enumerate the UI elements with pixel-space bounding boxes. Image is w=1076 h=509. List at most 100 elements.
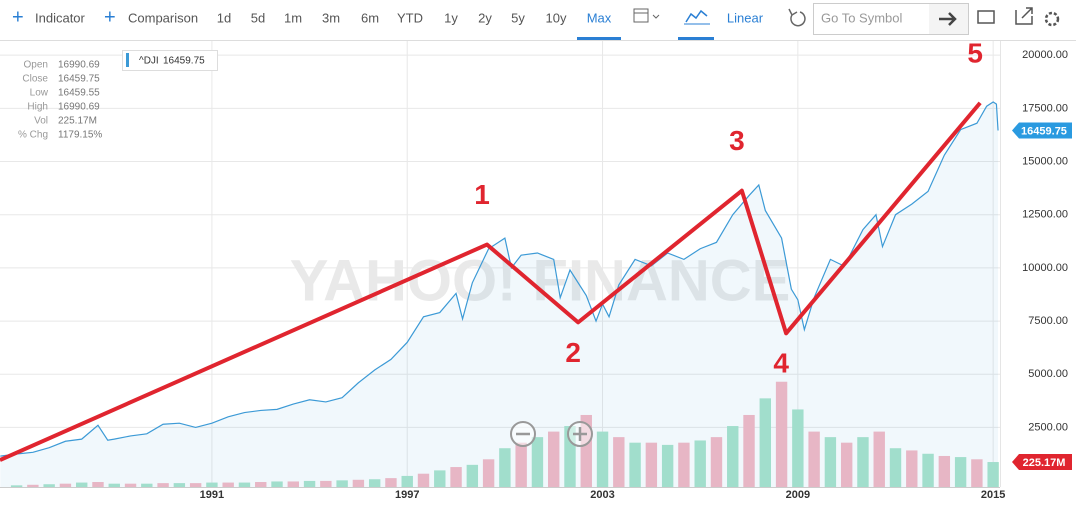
stat-label: % Chg (18, 130, 48, 141)
volume-bar (759, 398, 771, 487)
y-tick-label: 10000.00 (1022, 262, 1068, 274)
reset-icon[interactable] (788, 8, 806, 27)
volume-bar (108, 483, 120, 487)
y-tick-label: 17500.00 (1022, 102, 1068, 114)
volume-bar (482, 459, 495, 487)
volume-bar (824, 437, 837, 487)
toolbar-button[interactable]: Indicator (35, 10, 86, 25)
volume-bar (434, 470, 446, 487)
plus-icon[interactable]: + (12, 6, 24, 28)
y-tick-label: 20000.00 (1022, 49, 1068, 61)
volume-bar (645, 442, 658, 487)
volume-bar (548, 431, 560, 487)
volume-bar (124, 483, 137, 487)
volume-bar (971, 459, 983, 487)
watermark: YAHOO! FINANCE (290, 248, 791, 313)
icon-part (652, 14, 660, 19)
range-button[interactable]: YTD (397, 10, 423, 25)
toolbar-button[interactable]: Comparison (128, 10, 198, 25)
volume-bar (938, 455, 951, 487)
stat-label: High (27, 102, 48, 113)
volume-bar (238, 482, 251, 487)
range-button[interactable]: 5d (251, 10, 265, 25)
range-button[interactable]: 1d (217, 10, 231, 25)
y-tick-label: 7500.00 (1028, 315, 1068, 327)
wave-label: 2 (565, 337, 581, 368)
volume-bar (401, 475, 413, 487)
chart-type-icon[interactable] (678, 9, 714, 40)
volume-bar (922, 453, 934, 487)
volume-bar (417, 473, 430, 487)
volume-bar (857, 437, 869, 487)
volume-bar (889, 448, 902, 487)
volume-bar (775, 381, 788, 487)
volume-bar (173, 483, 186, 487)
price-line (0, 101, 999, 457)
print-icon[interactable] (977, 10, 995, 24)
stat-value: 16459.75 (58, 74, 100, 85)
volume-bar (222, 482, 234, 487)
volume-bar (987, 462, 999, 487)
active-underline (678, 37, 714, 40)
volume-tag (1012, 454, 1072, 471)
plot: 2500.00 5000.00 7500.00 10000.00 12500.00 150… (0, 37, 1072, 501)
stat-value: 16990.69 (58, 60, 100, 71)
volume-bar (92, 482, 104, 487)
volume-bar (678, 442, 690, 487)
icon-part (685, 9, 708, 23)
volume-bar (450, 467, 462, 487)
settings-icon[interactable] (1044, 11, 1060, 27)
volume-bar (792, 409, 804, 487)
volume-bar (189, 483, 202, 487)
arrow-icon (939, 12, 957, 26)
volume-bar (43, 484, 55, 487)
x-tick-label: 2015 (981, 489, 1005, 501)
volume-bar (287, 481, 299, 487)
y-tick-label: 2500.00 (1028, 421, 1068, 433)
price-tag-text: 16459.75 (1021, 125, 1067, 137)
wave-label: 4 (773, 348, 789, 379)
wave-line (0, 101, 982, 462)
calendar-icon[interactable] (633, 8, 660, 23)
active-underline (577, 37, 621, 40)
volume-bar (743, 414, 755, 487)
stat-value: 16459.55 (58, 88, 100, 99)
range-button[interactable]: 5y (511, 10, 525, 25)
wave-label: 3 (729, 125, 745, 156)
stat-label: Vol (34, 116, 48, 127)
volume-bar (303, 480, 316, 487)
plus-icon[interactable]: + (104, 6, 116, 28)
range-button[interactable]: 3m (322, 10, 340, 25)
icon-part (633, 8, 649, 23)
volume-tag-text: 225.17M (1023, 457, 1066, 469)
volume-bar (694, 440, 706, 487)
x-tick-label: 2009 (786, 489, 810, 501)
range-button[interactable]: 10y (546, 10, 567, 25)
range-button[interactable]: Max (587, 10, 612, 25)
volume-bar (580, 414, 592, 487)
volume-bar (466, 464, 479, 487)
volume-bar (255, 482, 267, 487)
scale-button[interactable]: Linear (727, 10, 764, 25)
volume-bar (76, 482, 88, 487)
volume-bar (596, 431, 609, 487)
volume-bar (661, 444, 674, 487)
range-button[interactable]: 6m (361, 10, 379, 25)
x-tick-label: 1997 (395, 489, 419, 501)
volume-bar (27, 484, 39, 487)
volume-bar (271, 481, 283, 487)
volume-bar (352, 479, 365, 487)
stat-value: 1179.15% (58, 130, 102, 141)
range-button[interactable]: 1y (444, 10, 458, 25)
share-icon[interactable] (1015, 7, 1033, 25)
zoom-icon (573, 427, 587, 441)
legend-name: ^DJI (139, 56, 159, 67)
stat-label: Close (22, 74, 48, 85)
range-button[interactable]: 2y (478, 10, 492, 25)
legend-swatch (126, 53, 129, 67)
range-button[interactable]: 1m (284, 10, 302, 25)
volume-bar (141, 483, 153, 487)
y-tick-label: 15000.00 (1022, 155, 1068, 167)
